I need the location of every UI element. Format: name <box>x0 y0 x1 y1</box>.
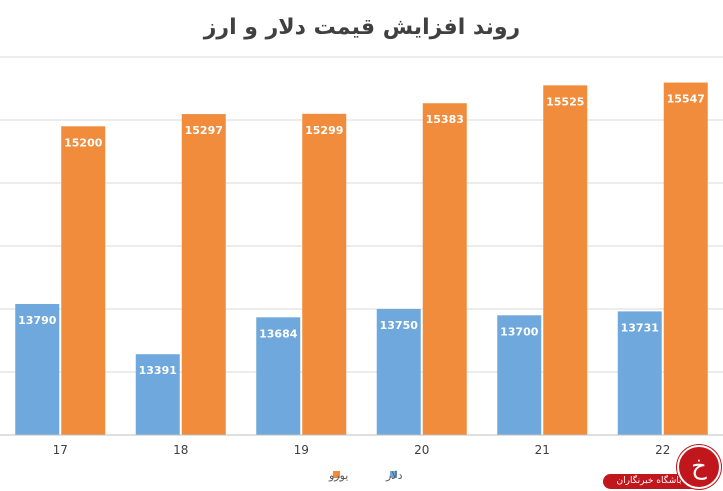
data-label-euro-19: 15299 <box>305 124 343 137</box>
bar-euro-18 <box>181 114 226 435</box>
data-label-dollar-20: 13750 <box>380 319 419 332</box>
bar-euro-20 <box>422 103 467 435</box>
x-axis: 17 18 19 20 21 22 <box>0 434 723 457</box>
legend-label-dollar: دلار <box>385 469 403 482</box>
x-tick-label-17: 17 <box>53 443 68 457</box>
legend-label-euro: یورو <box>328 469 348 482</box>
legend-swatch-euro <box>333 471 340 478</box>
data-label-dollar-21: 13700 <box>500 325 539 338</box>
bar-euro-22 <box>663 82 708 435</box>
data-label-euro-21: 15525 <box>546 95 584 108</box>
legend-swatch-dollar <box>390 471 397 478</box>
bar-dollar-20 <box>376 309 421 435</box>
legend: دلار یورو <box>328 469 403 482</box>
data-label-dollar-19: 13684 <box>259 327 298 340</box>
data-label-euro-17: 15200 <box>64 136 103 149</box>
data-label-dollar-17: 13790 <box>18 314 57 327</box>
data-label-euro-22: 15547 <box>667 93 705 106</box>
bar-euro-17 <box>61 126 106 436</box>
data-label-euro-18: 15297 <box>185 124 223 137</box>
bar-euro-19 <box>302 113 347 436</box>
bar-dollar-18 <box>135 354 180 435</box>
x-tick-label-20: 20 <box>414 443 429 457</box>
chart-title: روند افزایش قیمت دلار و ارز <box>203 15 520 40</box>
bars <box>15 82 708 436</box>
khabar-logo-icon: خ <box>677 445 721 489</box>
data-label-euro-20: 15383 <box>426 113 464 126</box>
data-label-dollar-22: 13731 <box>621 321 659 334</box>
bar-dollar-19 <box>256 317 301 435</box>
bar-euro-21 <box>543 85 588 435</box>
x-tick-label-19: 19 <box>294 443 309 457</box>
data-label-dollar-18: 13391 <box>139 364 177 377</box>
data-labels: 13790 15200 13391 15297 13684 15299 13750 15383… <box>18 93 705 378</box>
watermark-logo: باشگاه خبرنگاران خ <box>601 445 723 491</box>
bar-dollar-22 <box>617 311 662 435</box>
watermark-text: باشگاه خبرنگاران <box>603 474 695 489</box>
bar-dollar-21 <box>497 315 542 435</box>
gridlines <box>0 56 723 436</box>
x-tick-label-22: 22 <box>655 443 670 457</box>
x-tick-label-21: 21 <box>535 443 550 457</box>
x-tick-label-18: 18 <box>173 443 188 457</box>
bar-dollar-17 <box>15 303 60 435</box>
